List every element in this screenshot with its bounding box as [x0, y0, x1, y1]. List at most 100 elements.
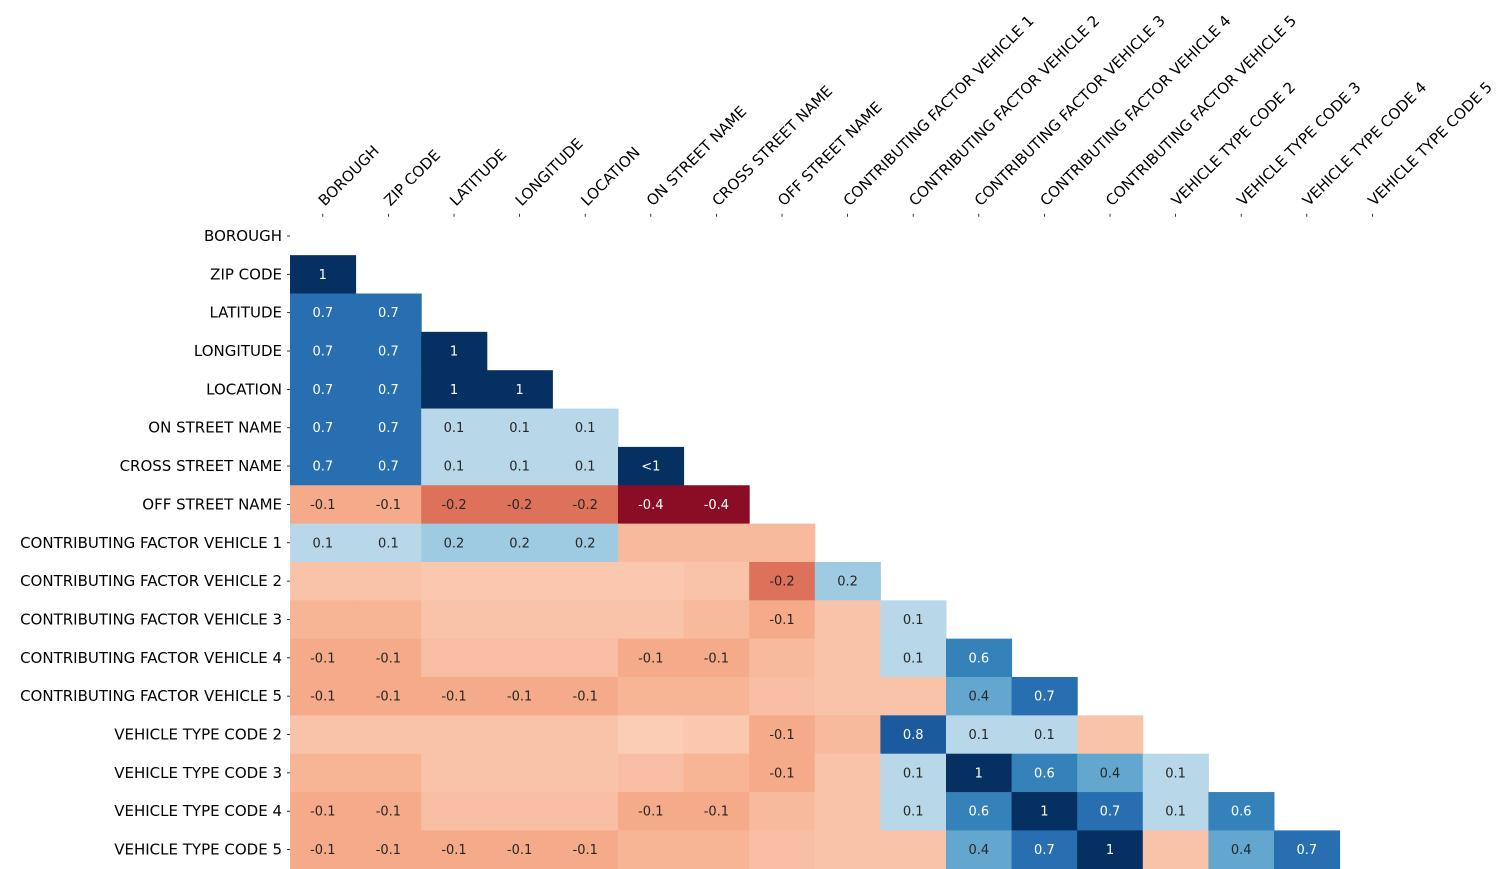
- heatmap-cell: [355, 446, 422, 486]
- heatmap-cell: [355, 830, 422, 869]
- heatmap-cell: [290, 485, 357, 525]
- heatmap-cell: [486, 370, 553, 410]
- heatmap-cell: [355, 408, 422, 448]
- heatmap-cell: [880, 600, 947, 640]
- heatmap-cell: [421, 331, 488, 371]
- heatmap-cell: [683, 753, 750, 793]
- heatmap-cell: [946, 677, 1013, 716]
- column-label-location: LOCATION: [577, 143, 643, 209]
- cell-value-label: 1: [319, 268, 327, 283]
- cell-value-label: -0.2: [441, 498, 466, 513]
- heatmap-cell: [552, 600, 619, 640]
- heatmap-cell: [683, 677, 750, 716]
- column-label-vehicle-type-code-4: VEHICLE TYPE CODE 4: [1299, 78, 1430, 209]
- row-label-latitude: LATITUDE: [209, 304, 282, 322]
- heatmap-cell: [749, 830, 816, 869]
- column-label-vehicle-type-code-2: VEHICLE TYPE CODE 2: [1168, 78, 1299, 209]
- cell-value-label: 0.7: [312, 345, 333, 360]
- heatmap-cell: [421, 561, 488, 601]
- heatmap-cell: [552, 715, 619, 755]
- cell-value-label: 0.7: [378, 421, 399, 436]
- heatmap-cell: [1077, 753, 1144, 793]
- row-label-contributing-factor-vehicle-1: CONTRIBUTING FACTOR VEHICLE 1: [20, 534, 282, 552]
- cell-value-label: -0.1: [638, 651, 663, 666]
- cell-value-label: -0.1: [573, 690, 598, 705]
- cell-value-label: -0.1: [769, 613, 794, 628]
- heatmap-cell: [355, 331, 422, 371]
- row-label-location: LOCATION: [206, 380, 282, 398]
- heatmap-cell: [814, 830, 881, 869]
- heatmap-cell: [880, 715, 947, 755]
- heatmap-cell: [1011, 677, 1078, 716]
- heatmap-cell: [683, 638, 750, 678]
- cell-value-label: -0.4: [638, 498, 663, 513]
- heatmap-cell: [355, 600, 422, 640]
- cell-value-label: -0.1: [507, 843, 532, 858]
- heatmap-cell: [421, 600, 488, 640]
- column-label-zip-code: ZIP CODE: [381, 146, 445, 210]
- heatmap-cell: [355, 677, 422, 716]
- heatmap-cell: [486, 600, 553, 640]
- cell-value-label: 0.7: [1296, 843, 1317, 858]
- heatmap-cell: [618, 523, 685, 563]
- heatmap-cell: [421, 370, 488, 410]
- heatmap-cell: [290, 408, 357, 448]
- heatmap-cell: [486, 408, 553, 448]
- heatmap-cell: [355, 715, 422, 755]
- cell-value-label: 0.1: [575, 421, 596, 436]
- heatmap-cell: [683, 600, 750, 640]
- heatmap-cell: [486, 638, 553, 678]
- cell-value-label: -0.1: [376, 651, 401, 666]
- cell-value-label: -0.1: [704, 805, 729, 820]
- heatmap-cell: [946, 830, 1013, 869]
- heatmap-cell: [618, 485, 685, 525]
- cell-value-label: 0.6: [968, 805, 989, 820]
- cell-value-label: 0.7: [378, 383, 399, 398]
- heatmap-cell: [946, 638, 1013, 678]
- cell-value-label: -0.1: [441, 690, 466, 705]
- heatmap-cell: [683, 830, 750, 869]
- heatmap-cell: [749, 715, 816, 755]
- heatmap-cell: [814, 792, 881, 831]
- heatmap-cell: [421, 753, 488, 793]
- heatmap-cell: [749, 600, 816, 640]
- cell-value-label: 0.1: [312, 536, 333, 551]
- cell-value-label: 0.6: [1231, 805, 1252, 820]
- cell-value-label: 0.6: [968, 651, 989, 666]
- cell-value-label: 0.4: [1231, 843, 1252, 858]
- heatmap-cell: [290, 255, 357, 294]
- cell-value-label: -0.1: [310, 843, 335, 858]
- heatmap-cell: [1208, 830, 1275, 869]
- cell-value-label: 0.1: [1165, 766, 1186, 781]
- cell-value-label: -0.1: [573, 843, 598, 858]
- heatmap-cell: [683, 485, 750, 525]
- cell-value-label: 0.1: [1165, 805, 1186, 820]
- heatmap-cell: [683, 561, 750, 601]
- cell-value-label: 1: [515, 383, 523, 398]
- cell-value-label: 0.1: [1034, 728, 1055, 743]
- cell-value-label: -0.1: [310, 651, 335, 666]
- heatmap-cell: [552, 446, 619, 486]
- row-label-cross-street-name: CROSS STREET NAME: [120, 457, 282, 475]
- cell-value-label: 0.4: [968, 690, 989, 705]
- cell-value-label: -0.1: [376, 843, 401, 858]
- heatmap-cell: [290, 638, 357, 678]
- heatmap-cell: [421, 523, 488, 563]
- cell-value-label: 0.7: [312, 383, 333, 398]
- heatmap-cell: [880, 792, 947, 831]
- cell-value-label: 0.8: [903, 728, 924, 743]
- row-label-contributing-factor-vehicle-3: CONTRIBUTING FACTOR VEHICLE 3: [20, 610, 282, 628]
- heatmap-cell: [1011, 715, 1078, 755]
- column-label-vehicle-type-code-3: VEHICLE TYPE CODE 3: [1233, 78, 1364, 209]
- heatmap-cell: [355, 561, 422, 601]
- cell-value-label: 0.7: [1100, 805, 1121, 820]
- heatmap-cell: [486, 561, 553, 601]
- cell-value-label: 0.7: [312, 460, 333, 475]
- heatmap-cell: [749, 677, 816, 716]
- heatmap-cell: [1077, 715, 1144, 755]
- cell-value-label: 0.1: [444, 421, 465, 436]
- cell-value-label: 0.4: [968, 843, 989, 858]
- row-label-vehicle-type-code-2: VEHICLE TYPE CODE 2: [114, 726, 282, 744]
- heatmap-cell: [1142, 753, 1209, 793]
- cell-value-label: 0.2: [575, 536, 596, 551]
